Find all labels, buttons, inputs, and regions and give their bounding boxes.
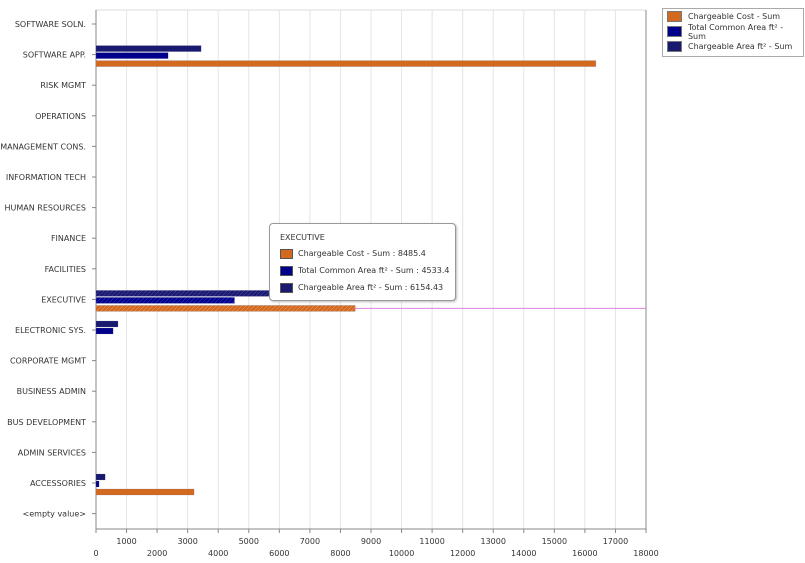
y-tick-label: ACCESSORIES: [30, 479, 86, 488]
x-tick-label: 7000: [300, 537, 320, 546]
bar-executive-s0: [95, 305, 356, 312]
x-tick-label: 2000: [147, 549, 167, 558]
x-tick-label: 11000: [419, 537, 444, 546]
x-tick-label: 13000: [480, 537, 505, 546]
bar-software-app--s1: [95, 52, 169, 59]
tooltip: EXECUTIVE Chargeable Cost - Sum : 8485.4…: [269, 223, 456, 301]
bar-accessories-s0: [95, 488, 195, 496]
x-tick-label: 8000: [330, 549, 350, 558]
y-tick-label: BUS DEVELOPMENT: [7, 418, 86, 427]
legend-swatch: [667, 41, 682, 52]
bar-electronic-sys--s2: [95, 320, 119, 328]
y-tick-label: EXECUTIVE: [41, 295, 86, 304]
tooltip-text: Total Common Area ft² - Sum : 4533.4: [298, 266, 450, 275]
legend-label: Total Common Area ft² - Sum: [687, 22, 784, 41]
x-tick-label: 18000: [633, 549, 658, 558]
tooltip-swatch: [280, 265, 293, 276]
tooltip-swatch: [280, 248, 293, 259]
x-tick-label: 10000: [389, 549, 414, 558]
legend-item-cost[interactable]: Chargeable Cost - Sum: [663, 9, 803, 24]
x-tick-label: 15000: [542, 537, 567, 546]
y-tick-label: FACILITIES: [45, 265, 86, 274]
tooltip-item: Chargeable Cost - Sum : 8485.4: [270, 245, 455, 262]
tooltip-title: EXECUTIVE: [280, 233, 325, 242]
x-tick-label: 12000: [450, 549, 475, 558]
legend-label: Chargeable Area ft² - Sum: [688, 42, 793, 51]
bar-software-app--s2: [95, 45, 202, 52]
y-tick-label: SOFTWARE SOLN.: [15, 20, 86, 29]
x-tick-label: 0: [93, 549, 98, 558]
tooltip-text: Chargeable Cost - Sum : 8485.4: [298, 249, 426, 258]
tooltip-item: Total Common Area ft² - Sum : 4533.4: [270, 262, 455, 279]
bar-executive-s2: [95, 290, 285, 297]
y-tick-label: ELECTRONIC SYS.: [15, 326, 86, 335]
legend-item-chargeable-area[interactable]: Chargeable Area ft² - Sum: [663, 39, 803, 54]
tooltip-item: Chargeable Area ft² - Sum : 6154.43: [270, 279, 455, 296]
x-tick-label: 17000: [603, 537, 628, 546]
y-tick-label: FINANCE: [51, 234, 86, 243]
y-tick-label: SOFTWARE APP.: [23, 51, 86, 60]
bar-software-app--s0: [95, 60, 597, 67]
legend: Chargeable Cost - Sum Total Common Area …: [662, 8, 804, 57]
x-tick-label: 9000: [361, 537, 381, 546]
legend-swatch: [667, 11, 682, 22]
y-tick-label: <empty value>: [23, 510, 86, 519]
bar-accessories-s2: [95, 473, 106, 481]
x-tick-label: 5000: [239, 537, 259, 546]
y-tick-label: INFORMATION TECH: [6, 173, 86, 182]
legend-swatch: [667, 26, 682, 37]
x-tick-label: 3000: [177, 537, 197, 546]
y-tick-label: HUMAN RESOURCES: [5, 204, 87, 213]
bar-accessories-s1: [95, 480, 100, 488]
x-tick-label: 4000: [208, 549, 228, 558]
x-tick-label: 14000: [511, 549, 536, 558]
x-tick-label: 1000: [116, 537, 136, 546]
y-tick-label: ADMIN SERVICES: [18, 448, 86, 457]
y-tick-label: RISK MGMT: [40, 81, 86, 90]
bar-electronic-sys--s1: [95, 327, 114, 335]
x-tick-label: 16000: [572, 549, 597, 558]
y-tick-label: BUSINESS ADMIN: [17, 387, 86, 396]
tooltip-text: Chargeable Area ft² - Sum : 6154.43: [298, 283, 444, 292]
y-tick-label: CORPORATE MGMT: [10, 357, 86, 366]
legend-label: Chargeable Cost - Sum: [688, 12, 781, 21]
bar-executive-s1: [95, 297, 235, 304]
y-tick-label: OPERATIONS: [35, 112, 86, 121]
y-tick-label: MANAGEMENT CONS.: [0, 142, 86, 151]
tooltip-swatch: [280, 282, 293, 293]
x-tick-label: 6000: [269, 549, 289, 558]
legend-item-common-area[interactable]: Total Common Area ft² - Sum: [663, 22, 803, 41]
